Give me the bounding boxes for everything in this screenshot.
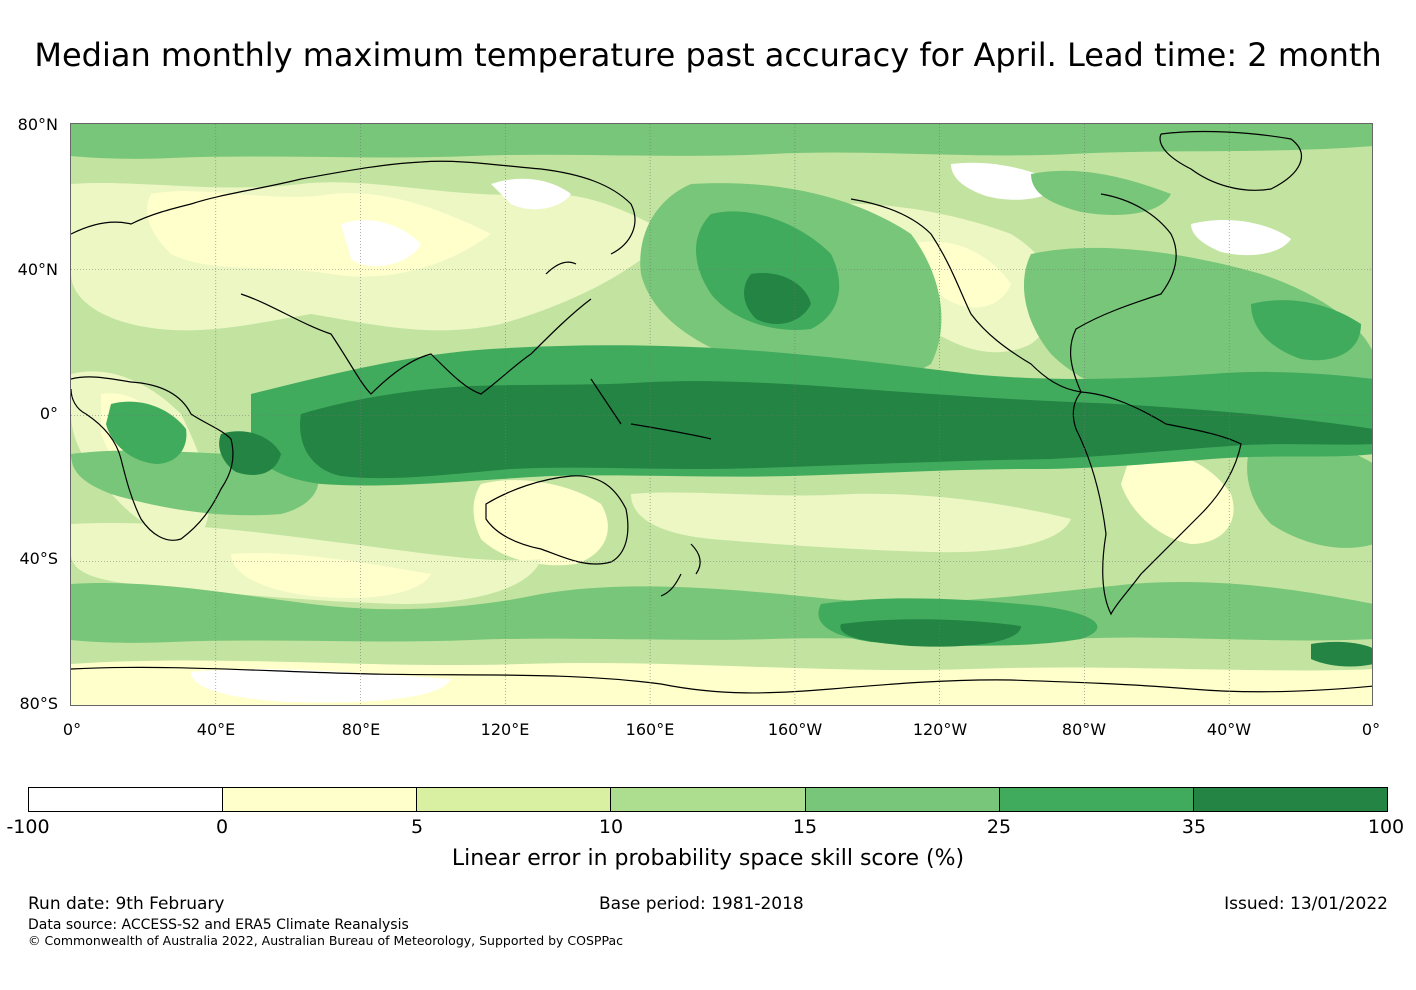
lat-label-40n: 40°N	[17, 260, 58, 279]
skill-map	[70, 123, 1373, 706]
base-period: Base period: 1981-2018	[599, 894, 804, 914]
lat-label-80s: 80°S	[19, 694, 58, 713]
graticule	[71, 124, 1372, 705]
colorbar-tick: 0	[215, 816, 229, 838]
data-source: Data source: ACCESS-S2 and ERA5 Climate …	[28, 917, 409, 933]
coastlines	[71, 130, 1372, 694]
chart-title: Median monthly maximum temperature past …	[34, 36, 1382, 74]
lat-label-40s: 40°S	[19, 549, 58, 568]
colorbar-tick: 15	[792, 816, 818, 838]
lon-label-40w: 40°W	[1206, 720, 1252, 739]
issued-date: Issued: 13/01/2022	[1224, 894, 1388, 914]
lon-label-120e: 120°E	[480, 720, 530, 739]
run-date: Run date: 9th February	[28, 894, 225, 914]
highest-skill-regions	[219, 273, 1372, 667]
colorbar-bin-7	[1193, 788, 1387, 811]
colorbar-tick: -100	[6, 816, 50, 838]
lon-label-80w: 80°W	[1061, 720, 1107, 739]
colorbar-bin-6	[999, 788, 1194, 811]
copyright: © Commonwealth of Australia 2022, Austra…	[28, 933, 623, 948]
colorbar-bin-3	[417, 788, 612, 811]
colorbar-tick: 25	[986, 816, 1012, 838]
colorbar	[28, 787, 1388, 812]
lon-label-0-right: 0°	[1361, 720, 1381, 739]
colorbar-bin-5	[805, 788, 1000, 811]
lon-label-160w: 160°W	[767, 720, 823, 739]
colorbar-tick: 10	[598, 816, 624, 838]
colorbar-tick: 100	[1367, 816, 1405, 838]
lon-label-40e: 40°E	[196, 720, 236, 739]
lat-label-equator: 0°	[39, 404, 58, 423]
map-canvas	[71, 124, 1372, 705]
lon-label-160e: 160°E	[625, 720, 675, 739]
lon-label-80e: 80°E	[341, 720, 381, 739]
colorbar-tick: 5	[410, 816, 424, 838]
lon-label-0-left: 0°	[62, 720, 82, 739]
lon-label-120w: 120°W	[912, 720, 968, 739]
lat-label-80n: 80°N	[17, 115, 58, 134]
colorbar-tick: 35	[1181, 816, 1207, 838]
colorbar-bin-1	[29, 788, 224, 811]
colorbar-bin-4	[611, 788, 806, 811]
colorbar-label: Linear error in probability space skill …	[451, 846, 965, 871]
colorbar-bin-2	[223, 788, 418, 811]
